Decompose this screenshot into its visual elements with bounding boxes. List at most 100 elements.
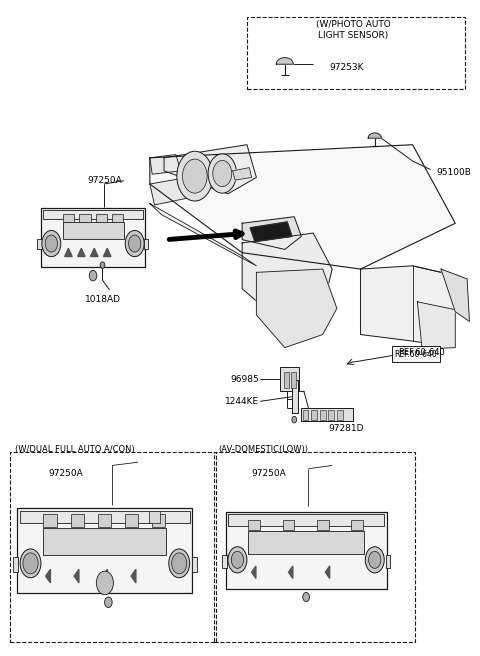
Circle shape: [213, 161, 232, 186]
Bar: [292, 380, 298, 413]
Polygon shape: [164, 145, 256, 194]
Text: 1018AD: 1018AD: [84, 295, 120, 304]
Bar: [280, 367, 299, 391]
Polygon shape: [242, 216, 301, 249]
Bar: [320, 410, 325, 420]
Circle shape: [365, 546, 384, 573]
Bar: [328, 410, 334, 420]
Text: 97250A: 97250A: [87, 176, 122, 185]
Circle shape: [169, 549, 190, 578]
Circle shape: [292, 417, 297, 423]
Bar: [214, 453, 415, 642]
Bar: [149, 510, 160, 523]
Polygon shape: [150, 145, 455, 269]
Polygon shape: [325, 566, 330, 579]
Polygon shape: [360, 266, 455, 348]
Bar: [71, 514, 84, 527]
Bar: [43, 527, 167, 555]
Circle shape: [23, 553, 38, 574]
Bar: [10, 453, 216, 642]
Polygon shape: [441, 269, 469, 321]
Bar: [283, 520, 294, 531]
Bar: [247, 17, 465, 89]
Text: 97253K: 97253K: [330, 63, 364, 72]
Text: 95100B: 95100B: [436, 168, 471, 176]
Polygon shape: [150, 177, 192, 205]
Polygon shape: [252, 566, 256, 579]
Polygon shape: [104, 248, 111, 256]
Polygon shape: [242, 233, 332, 321]
Bar: [226, 512, 386, 589]
Polygon shape: [276, 58, 293, 64]
Polygon shape: [233, 168, 252, 180]
Circle shape: [208, 154, 237, 193]
Circle shape: [96, 571, 113, 595]
Circle shape: [172, 553, 187, 574]
Bar: [351, 520, 363, 531]
Bar: [96, 214, 107, 222]
Text: (W/PHOTO AUTO
LIGHT SENSOR): (W/PHOTO AUTO LIGHT SENSOR): [316, 20, 391, 40]
Bar: [79, 214, 91, 222]
Circle shape: [303, 592, 310, 602]
Circle shape: [100, 262, 105, 268]
Bar: [63, 214, 74, 222]
Circle shape: [182, 159, 207, 193]
Bar: [98, 514, 111, 527]
Bar: [125, 514, 138, 527]
Bar: [152, 514, 166, 527]
Bar: [303, 410, 309, 420]
Polygon shape: [288, 566, 293, 579]
Circle shape: [228, 546, 247, 573]
Bar: [12, 556, 18, 572]
Bar: [112, 214, 123, 222]
Polygon shape: [368, 133, 382, 138]
Bar: [43, 514, 57, 527]
Bar: [43, 210, 143, 219]
Bar: [228, 514, 384, 526]
Circle shape: [20, 549, 41, 578]
Text: 97250A: 97250A: [48, 469, 83, 478]
Polygon shape: [150, 155, 180, 174]
Bar: [301, 408, 353, 421]
Circle shape: [45, 235, 58, 252]
Polygon shape: [250, 222, 292, 241]
Bar: [337, 410, 343, 420]
Bar: [192, 556, 197, 572]
Text: (AV-DOMESTIC(LOW)): (AV-DOMESTIC(LOW)): [218, 445, 309, 455]
Polygon shape: [74, 569, 79, 583]
Circle shape: [105, 597, 112, 607]
Bar: [222, 555, 227, 567]
FancyBboxPatch shape: [392, 346, 440, 362]
Bar: [317, 520, 329, 531]
Bar: [144, 239, 148, 249]
Polygon shape: [256, 269, 337, 348]
Text: 97250A: 97250A: [252, 469, 287, 478]
Bar: [41, 208, 145, 267]
Text: 1244KE: 1244KE: [225, 397, 259, 406]
Circle shape: [177, 152, 213, 201]
Circle shape: [369, 551, 381, 568]
Bar: [248, 531, 364, 554]
Circle shape: [231, 551, 243, 568]
Circle shape: [129, 235, 141, 252]
Circle shape: [89, 270, 97, 281]
Bar: [312, 410, 317, 420]
Text: 96985: 96985: [230, 375, 259, 384]
Bar: [284, 372, 288, 388]
Text: (W/DUAL FULL AUTO A/CON): (W/DUAL FULL AUTO A/CON): [15, 445, 135, 455]
Polygon shape: [91, 248, 98, 256]
Bar: [385, 555, 390, 567]
Bar: [37, 239, 42, 249]
Text: REF.60-640: REF.60-640: [395, 350, 437, 359]
Polygon shape: [150, 203, 256, 266]
Bar: [63, 222, 124, 239]
Polygon shape: [46, 569, 50, 583]
Text: 97281D: 97281D: [329, 424, 364, 433]
Polygon shape: [418, 302, 455, 349]
Bar: [248, 520, 260, 531]
Polygon shape: [103, 569, 108, 583]
Text: REF.60-640: REF.60-640: [398, 348, 445, 358]
Circle shape: [125, 230, 144, 256]
Polygon shape: [131, 569, 136, 583]
Polygon shape: [78, 248, 85, 256]
